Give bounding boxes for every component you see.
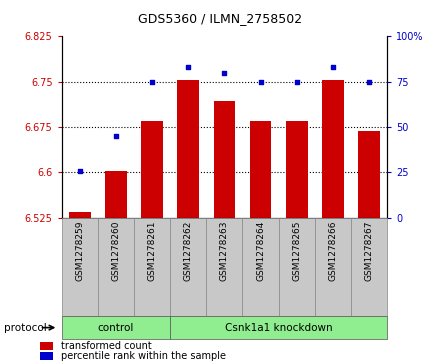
Text: GSM1278261: GSM1278261 <box>147 221 157 281</box>
Bar <box>69 212 91 218</box>
Text: GSM1278265: GSM1278265 <box>292 221 301 281</box>
Bar <box>206 218 242 316</box>
Bar <box>286 121 308 218</box>
Text: Csnk1a1 knockdown: Csnk1a1 knockdown <box>225 323 333 333</box>
Bar <box>141 121 163 218</box>
Point <box>221 70 228 76</box>
Bar <box>170 218 206 316</box>
Bar <box>315 218 351 316</box>
Bar <box>322 81 344 218</box>
Point <box>149 79 156 85</box>
Point <box>257 79 264 85</box>
Text: GSM1278264: GSM1278264 <box>256 221 265 281</box>
Bar <box>170 316 387 339</box>
Text: GSM1278267: GSM1278267 <box>365 221 374 281</box>
Bar <box>351 218 387 316</box>
Bar <box>213 101 235 218</box>
Text: GSM1278260: GSM1278260 <box>111 221 121 281</box>
Text: GDS5360 / ILMN_2758502: GDS5360 / ILMN_2758502 <box>138 12 302 25</box>
Text: GSM1278263: GSM1278263 <box>220 221 229 281</box>
Text: transformed count: transformed count <box>61 340 152 351</box>
Bar <box>62 316 170 339</box>
Bar <box>242 218 279 316</box>
Text: GSM1278259: GSM1278259 <box>75 221 84 281</box>
Text: control: control <box>98 323 134 333</box>
Point <box>366 79 373 85</box>
Text: GSM1278266: GSM1278266 <box>328 221 337 281</box>
Bar <box>279 218 315 316</box>
Bar <box>40 342 53 350</box>
Bar <box>250 121 271 218</box>
Bar <box>62 218 98 316</box>
Bar <box>358 131 380 218</box>
Point <box>293 79 300 85</box>
Point <box>330 64 337 70</box>
Text: percentile rank within the sample: percentile rank within the sample <box>61 351 226 361</box>
Bar <box>134 218 170 316</box>
Text: protocol: protocol <box>4 323 47 333</box>
Bar <box>98 218 134 316</box>
Bar <box>177 81 199 218</box>
Point <box>112 133 119 139</box>
Text: GSM1278262: GSM1278262 <box>184 221 193 281</box>
Bar <box>40 352 53 360</box>
Bar <box>105 171 127 218</box>
Point <box>185 64 192 70</box>
Point <box>76 168 83 174</box>
